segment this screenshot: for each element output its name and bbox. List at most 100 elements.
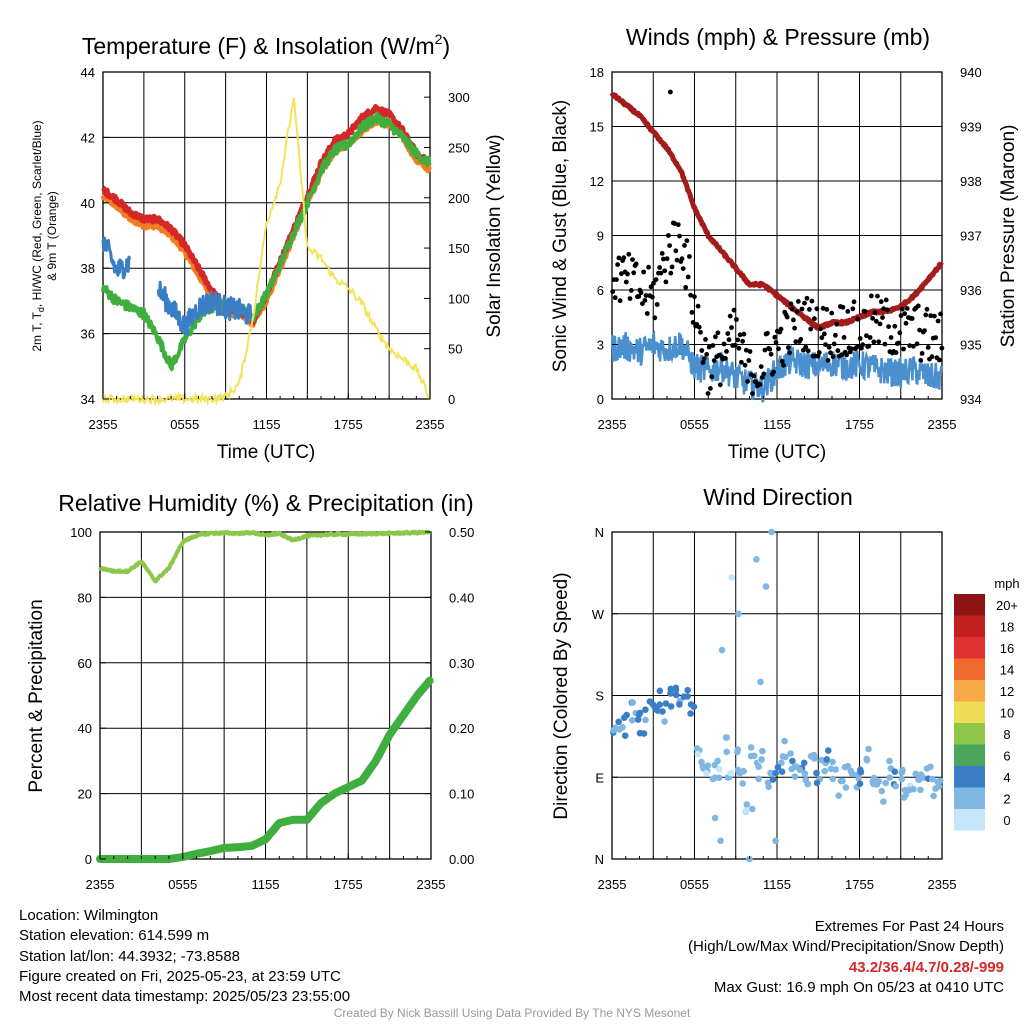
gust-point (815, 353, 821, 359)
gust-point (870, 315, 875, 321)
x-tick-label: 0555 (168, 877, 197, 892)
gust-point (866, 343, 872, 349)
direction-left-tick-label: S (595, 689, 604, 704)
direction-point (615, 718, 622, 726)
gust-point (687, 254, 692, 259)
gust-point (675, 222, 681, 228)
direction-point (736, 769, 744, 777)
direction-point (693, 745, 701, 752)
x-tick-label: 0555 (680, 877, 709, 892)
humidity-left-tick-label: 20 (78, 787, 92, 802)
humidity-left-tick-label: 80 (78, 590, 92, 605)
precip-right-tick-label: 0.30 (449, 656, 474, 671)
speed-legend-label: 20+ (996, 598, 1018, 613)
pressure-right-tick-label: 938 (960, 174, 982, 189)
gust-point (679, 256, 685, 262)
gust-point (771, 369, 776, 375)
direction-point (654, 707, 661, 714)
gust-point (746, 358, 752, 363)
recent-data-timestamp: Most recent data timestamp: 2025/05/23 2… (19, 988, 351, 1006)
direction-point (791, 773, 799, 780)
direction-point (865, 745, 872, 753)
direction-outlier-point (735, 610, 742, 618)
speed-legend-label: 14 (1000, 663, 1014, 678)
solar-right-tick-label: 200 (448, 191, 470, 206)
gust-point (737, 332, 743, 338)
gust-point (935, 318, 941, 324)
temperature-panel: Temperature (F) & Insolation (W/m2) 2355… (30, 31, 505, 463)
gust-point (658, 270, 664, 276)
gust-point (696, 324, 702, 330)
gust-point (781, 362, 786, 368)
gust-point (772, 334, 778, 340)
direction-point (676, 701, 683, 708)
direction-point (742, 807, 750, 814)
gust-point (794, 309, 800, 315)
gust-point (880, 315, 885, 320)
direction-point (891, 768, 899, 775)
gust-point (614, 277, 619, 282)
temperature-left-tick-label: 34 (81, 392, 95, 407)
speed-legend-swatch (954, 809, 985, 831)
gust-point (824, 307, 830, 312)
wind-left-tick-label: 12 (590, 174, 604, 189)
direction-point (899, 766, 906, 774)
direction-point (781, 737, 788, 745)
gust-point (706, 344, 712, 350)
gust-point (742, 362, 748, 368)
humidity-panel-title: Relative Humidity (%) & Precipitation (i… (58, 490, 473, 516)
direction-point (832, 766, 839, 773)
solar-right-tick-label: 300 (448, 90, 470, 105)
gust-point (793, 339, 799, 345)
direction-outlier-point (762, 583, 770, 590)
gust-point (823, 342, 828, 347)
station-latlon: Station lat/lon: 44.3932; -73.8588 (19, 947, 241, 965)
gust-point (751, 373, 757, 379)
gust-point (825, 358, 831, 363)
gust-point (668, 270, 674, 276)
pressure-right-tick-label: 939 (960, 120, 982, 135)
gust-point (649, 294, 655, 300)
winds-ticks: 2355 0555 1155 1755 2355 0 3 6 9 12 15 18 934 935 936 9… (590, 65, 982, 432)
direction-point (703, 770, 710, 777)
gust-point (855, 316, 861, 322)
pressure-y-axis-label: Station Pressure (Maroon) (998, 125, 1019, 348)
direction-point (789, 757, 796, 765)
x-tick-label: 2355 (928, 417, 957, 432)
humidity-left-tick-label: 100 (70, 525, 92, 540)
humidity-left-tick-label: 60 (78, 656, 92, 671)
temperature-left-tick-label: 36 (81, 327, 95, 342)
wind-left-tick-label: 0 (597, 392, 604, 407)
gust-point (924, 306, 930, 312)
gust-point (767, 346, 773, 352)
solar-right-tick-label: 100 (448, 291, 470, 306)
winds-series (609, 89, 945, 403)
gust-point (779, 358, 785, 364)
gust-point (830, 354, 836, 360)
gust-point (788, 301, 794, 307)
gust-point (872, 310, 878, 316)
x-tick-label: 1155 (763, 417, 791, 432)
direction-point (796, 766, 804, 774)
gust-point (757, 382, 763, 387)
gust-point (844, 352, 849, 358)
winds-panel-title: Winds (mph) & Pressure (mb) (626, 24, 930, 50)
gust-point (805, 348, 811, 354)
direction-outlier-point (711, 814, 719, 822)
gust-point (713, 334, 718, 340)
direction-point (882, 779, 889, 787)
gust-point (662, 268, 668, 274)
direction-point (778, 768, 786, 775)
gust-point (672, 221, 677, 226)
gust-point (641, 269, 646, 275)
gust-point (803, 344, 809, 350)
station-location: Location: Wilmington (19, 907, 159, 924)
gust-point (808, 326, 814, 332)
gust-point (747, 349, 753, 354)
speed-legend-swatch (954, 766, 985, 788)
gust-point (831, 341, 837, 347)
direction-point (821, 767, 828, 775)
x-tick-label: 1155 (763, 877, 791, 892)
gust-point (885, 307, 890, 313)
x-tick-label: 2355 (928, 877, 957, 892)
